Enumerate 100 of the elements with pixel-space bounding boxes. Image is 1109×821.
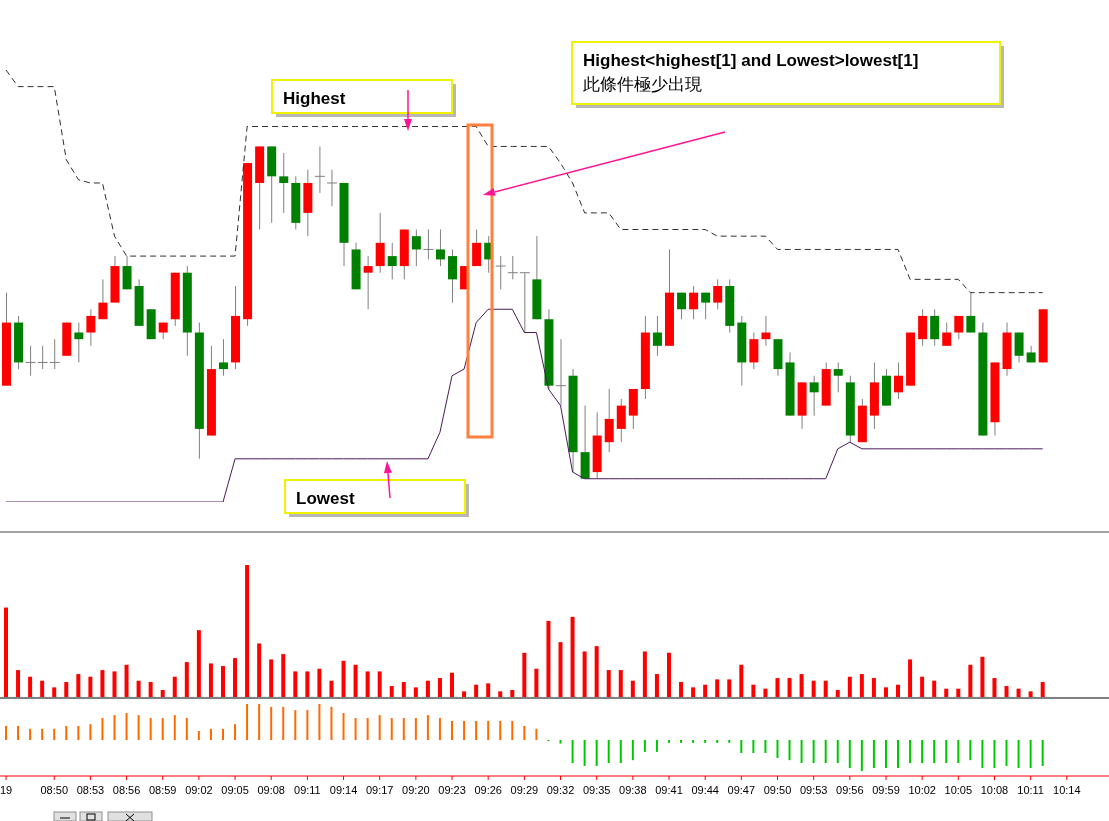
bar — [1005, 740, 1008, 766]
bar — [233, 658, 238, 698]
x-tick-label: 09:20 — [402, 784, 430, 796]
candlestick — [314, 145, 326, 194]
candlestick — [918, 308, 928, 347]
bar — [390, 718, 393, 740]
bar — [40, 680, 45, 698]
candlestick — [435, 229, 445, 267]
bar — [872, 740, 875, 769]
bar — [258, 704, 261, 740]
bar — [595, 740, 598, 766]
bar — [282, 706, 285, 740]
bar — [29, 728, 32, 740]
bar — [957, 740, 960, 764]
candlestick — [375, 212, 385, 274]
bar — [17, 725, 20, 740]
bar — [800, 740, 803, 764]
bar — [619, 740, 622, 764]
candlestick — [122, 255, 132, 290]
candlestick — [652, 315, 662, 357]
bar — [486, 683, 491, 698]
bar — [847, 676, 852, 698]
bar — [570, 616, 575, 698]
candlestick — [74, 322, 84, 363]
bar — [220, 666, 225, 698]
bar — [728, 740, 731, 743]
x-tick-label: 09:26 — [474, 784, 502, 796]
bar — [896, 684, 901, 698]
candlestick — [749, 332, 759, 370]
bar — [450, 672, 455, 698]
bar — [522, 652, 527, 698]
bar — [860, 740, 863, 771]
candlestick — [616, 398, 626, 443]
bar — [618, 670, 623, 698]
bar — [654, 674, 659, 698]
candlestick — [218, 338, 228, 377]
x-tick-label: 09:50 — [763, 784, 792, 796]
candlestick — [689, 285, 699, 320]
bar — [1029, 740, 1032, 769]
text: Highest<highest[1] and Lowest>lowest[1] 此條件極少出現 — [583, 51, 919, 94]
series-label: Lowest — [296, 489, 355, 508]
bar — [787, 678, 792, 698]
bar — [329, 680, 334, 698]
bar — [451, 720, 454, 740]
x-tick-label: 09:23 — [438, 784, 466, 796]
bar — [908, 659, 913, 698]
candlestick — [363, 255, 373, 310]
candlestick — [387, 242, 397, 280]
bar — [389, 686, 394, 698]
bar — [365, 671, 370, 698]
x-tick-label: 19 — [0, 784, 13, 796]
x-tick-label: 09:41 — [655, 784, 683, 796]
bar — [836, 740, 839, 764]
candlestick — [49, 338, 61, 370]
candlestick — [701, 292, 711, 320]
bar — [1041, 740, 1044, 766]
bar — [402, 718, 405, 740]
bar — [101, 718, 104, 740]
bar — [703, 684, 708, 698]
bar — [692, 740, 695, 743]
candlestick — [422, 229, 434, 260]
bar — [137, 715, 140, 740]
candlestick — [604, 388, 614, 453]
bar — [993, 740, 996, 769]
bar — [184, 662, 189, 698]
bar — [727, 679, 732, 698]
bar — [112, 671, 117, 698]
bar — [871, 678, 876, 698]
bar — [607, 740, 610, 764]
bar — [317, 668, 322, 698]
bar — [100, 670, 105, 698]
bar — [980, 656, 985, 698]
bar — [740, 740, 743, 753]
bar — [848, 740, 851, 769]
bar — [666, 652, 671, 698]
candlestick — [555, 338, 567, 407]
bar — [53, 728, 56, 740]
bar — [76, 674, 81, 698]
bar — [487, 720, 490, 740]
candlestick — [86, 308, 96, 347]
bar — [932, 680, 937, 698]
bar — [414, 718, 417, 740]
bar — [921, 740, 924, 764]
bar — [788, 740, 791, 761]
bar — [209, 728, 212, 740]
candlestick — [942, 322, 952, 347]
x-tick-label: 10:08 — [980, 784, 1009, 796]
x-tick-label: 09:44 — [691, 784, 719, 796]
bar — [148, 682, 153, 698]
x-tick-label: 10:14 — [1053, 784, 1081, 796]
bar — [245, 565, 250, 698]
bar — [630, 680, 635, 698]
bar — [196, 630, 201, 698]
bar — [776, 740, 779, 758]
bar — [667, 740, 670, 743]
bar — [535, 728, 538, 740]
bar — [751, 684, 756, 698]
bar — [353, 664, 358, 698]
candlestick — [37, 345, 49, 370]
bar — [642, 651, 647, 698]
